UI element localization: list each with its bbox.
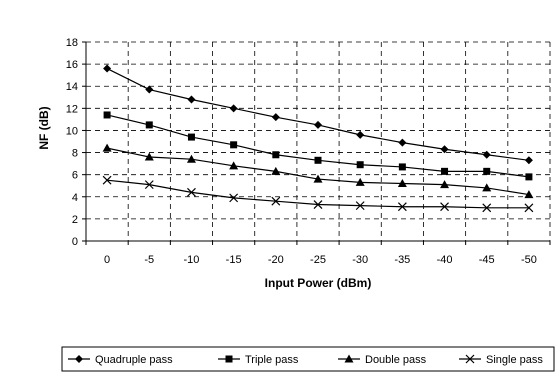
x-tick-label: -25 <box>310 254 326 266</box>
legend-marker <box>75 355 83 363</box>
data-point <box>314 156 322 164</box>
data-point <box>441 167 449 175</box>
x-tick-label: -40 <box>437 254 453 266</box>
y-tick-label: 8 <box>72 148 78 160</box>
data-point <box>102 175 112 185</box>
data-point <box>356 130 365 139</box>
x-tick-label: -5 <box>144 254 154 266</box>
legend-box <box>61 346 555 372</box>
data-point <box>482 183 492 192</box>
legend-label: Single pass <box>486 354 543 366</box>
legend-label: Quadruple pass <box>95 354 173 366</box>
data-point <box>355 201 365 211</box>
series-double-pass <box>102 143 534 199</box>
data-point <box>313 200 323 209</box>
data-point <box>482 203 492 213</box>
y-tick-label: 12 <box>66 103 78 115</box>
legend-item: Single pass <box>459 354 543 366</box>
y-tick-label: 14 <box>66 81 78 93</box>
y-tick-label: 6 <box>72 170 78 182</box>
data-point <box>356 161 364 169</box>
x-tick-label: 0 <box>104 254 110 266</box>
data-point <box>187 187 196 197</box>
data-point <box>272 151 280 159</box>
data-point <box>271 113 280 122</box>
data-point <box>524 190 534 199</box>
legend-marker <box>465 354 475 364</box>
y-tick-label: 18 <box>66 37 78 49</box>
data-point <box>313 174 323 183</box>
y-tick-label: 4 <box>72 192 78 204</box>
gridlines <box>86 41 551 241</box>
data-point <box>482 150 491 159</box>
x-tick-label: -50 <box>521 254 537 266</box>
data-point <box>144 180 154 190</box>
y-tick-label: 2 <box>72 214 78 226</box>
data-point <box>440 180 450 189</box>
data-point <box>398 163 406 171</box>
data-point <box>525 173 533 181</box>
data-point <box>230 141 238 149</box>
data-point <box>229 104 238 113</box>
data-point <box>103 111 111 119</box>
legend-label: Triple pass <box>245 354 299 366</box>
y-tick-label: 16 <box>66 59 78 71</box>
data-point <box>524 156 533 165</box>
legend-item: Quadruple pass <box>68 354 173 366</box>
data-point <box>483 167 491 175</box>
legend-marker <box>225 355 233 363</box>
data-point <box>271 196 281 206</box>
data-point <box>229 161 239 170</box>
series-quadruple-pass <box>103 64 533 165</box>
data-point <box>103 64 112 73</box>
x-axis-title: Input Power (dBm) <box>265 276 372 290</box>
data-point <box>440 145 449 154</box>
x-tick-label: -30 <box>352 254 368 266</box>
legend-label: Double pass <box>365 354 427 366</box>
data-point <box>145 121 153 129</box>
legend-item: Double pass <box>338 354 427 366</box>
data-point <box>186 154 196 163</box>
data-point <box>102 143 112 152</box>
data-point <box>440 202 449 212</box>
legend: Quadruple pass Triple pass Double pass Sing… <box>61 346 555 372</box>
data-point <box>145 85 154 94</box>
data-point <box>229 193 239 203</box>
x-tick-label: -20 <box>268 254 284 266</box>
y-tick-label: 0 <box>72 236 78 248</box>
data-point <box>524 203 534 213</box>
series-triple-pass <box>103 111 533 181</box>
x-tick-label: -15 <box>226 254 242 266</box>
data-point <box>397 179 407 188</box>
data-point <box>314 120 322 129</box>
data-point <box>398 138 407 147</box>
y-axis-title: NF (dB) <box>37 106 51 149</box>
series-lines <box>102 64 534 213</box>
y-tick-label: 10 <box>66 125 78 137</box>
x-tick-label: -10 <box>184 254 200 266</box>
series-single-pass <box>102 175 534 213</box>
x-tick-label: -45 <box>479 254 495 266</box>
data-point <box>271 166 281 175</box>
data-point <box>187 95 196 104</box>
x-tick-label: -35 <box>394 254 410 266</box>
legend-marker <box>344 354 354 363</box>
legend-item: Triple pass <box>218 354 299 366</box>
data-point <box>397 202 407 212</box>
data-point <box>187 133 195 141</box>
data-point <box>355 177 365 186</box>
data-point <box>144 152 154 161</box>
axes: 0 2 4 6 8 10 12 14 16 18 0 -5 -10 -15 -20 -25 -30 -35 -40 -… <box>66 37 551 266</box>
